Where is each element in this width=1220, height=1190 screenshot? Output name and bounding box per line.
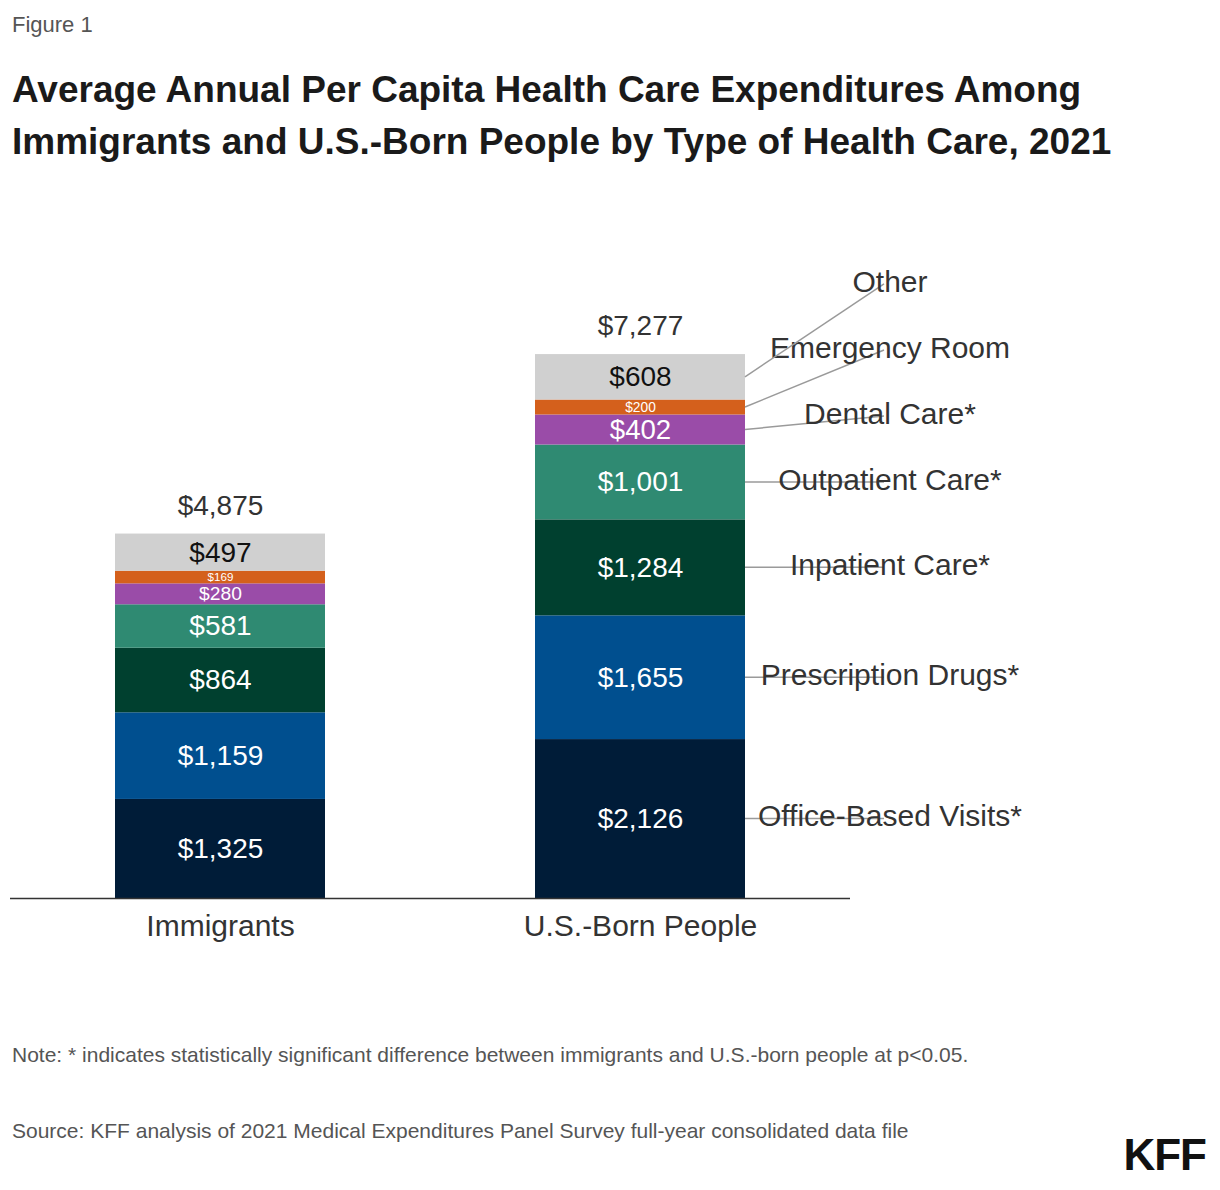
svg-text:Office-Based Visits*: Office-Based Visits* xyxy=(758,799,1022,832)
svg-text:$2,126: $2,126 xyxy=(598,803,684,834)
svg-text:$864: $864 xyxy=(189,664,251,695)
svg-text:$1,325: $1,325 xyxy=(178,833,264,864)
svg-text:Prescription Drugs*: Prescription Drugs* xyxy=(761,658,1020,691)
svg-text:$402: $402 xyxy=(610,414,671,445)
html-text:Average Annual Per Capita Heal: Average Annual Per Capita Health Care Ex… xyxy=(12,69,1112,162)
svg-text:Outpatient Care*: Outpatient Care* xyxy=(778,463,1002,496)
svg-text:$1,159: $1,159 xyxy=(178,740,264,771)
html-text:KFF: KFF xyxy=(1123,1130,1206,1179)
svg-text:$7,277: $7,277 xyxy=(598,310,684,341)
svg-text:$1,655: $1,655 xyxy=(598,662,684,693)
svg-text:$608: $608 xyxy=(609,361,671,392)
svg-text:$497: $497 xyxy=(189,537,251,568)
svg-text:$169: $169 xyxy=(208,570,234,583)
svg-text:Dental Care*: Dental Care* xyxy=(804,397,976,430)
html-text:Figure 1: Figure 1 xyxy=(12,12,93,37)
svg-text:$1,001: $1,001 xyxy=(598,466,684,497)
svg-text:$200: $200 xyxy=(625,400,656,415)
svg-text:$1,284: $1,284 xyxy=(598,552,684,583)
svg-text:$581: $581 xyxy=(189,610,251,641)
svg-text:$280: $280 xyxy=(199,583,242,604)
svg-text:Immigrants: Immigrants xyxy=(146,909,294,942)
html-text:Source: KFF analysis of 2021 M: Source: KFF analysis of 2021 Medical Exp… xyxy=(12,1119,909,1142)
svg-text:Inpatient Care*: Inpatient Care* xyxy=(790,548,990,581)
svg-text:Emergency Room: Emergency Room xyxy=(770,330,1010,364)
svg-text:Other: Other xyxy=(852,265,927,298)
html-text:Note: * indicates statisticall: Note: * indicates statistically signific… xyxy=(12,1043,969,1066)
svg-text:U.S.-Born People: U.S.-Born People xyxy=(524,909,757,942)
svg-text:$4,875: $4,875 xyxy=(178,490,264,521)
